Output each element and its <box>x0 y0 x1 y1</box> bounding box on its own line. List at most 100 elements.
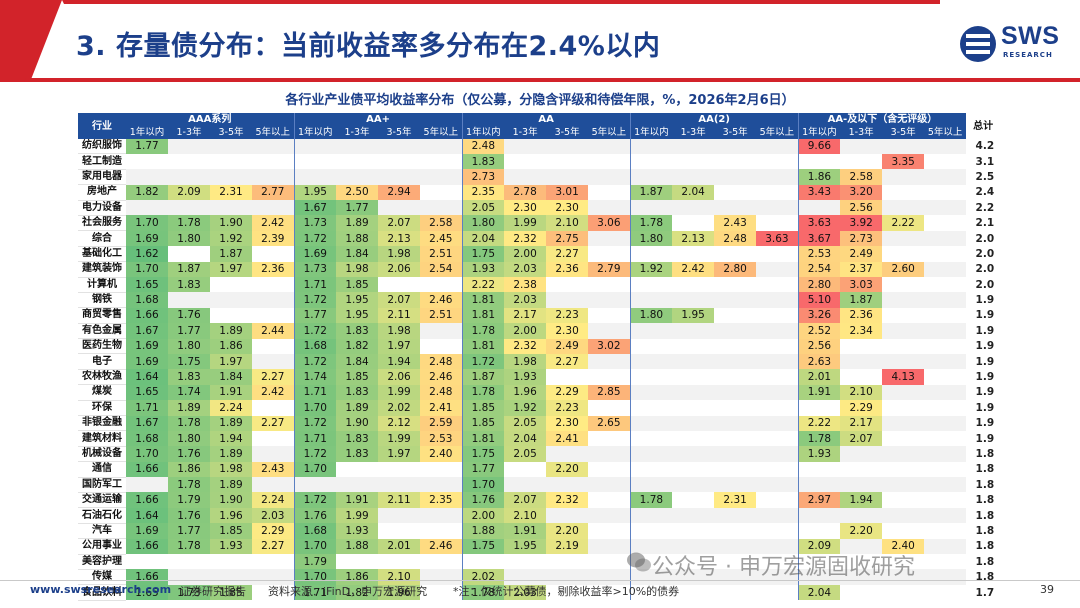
total-cell: 3.1 <box>975 155 995 168</box>
industry-name: 纺织服饰 <box>78 139 126 155</box>
term-header: 3-5年 <box>546 126 589 139</box>
yield-cell <box>714 446 757 462</box>
yield-cell <box>797 477 841 493</box>
yield-cell <box>924 246 967 262</box>
yield-cell <box>629 169 673 185</box>
yield-cell: 1.67 <box>293 200 337 216</box>
yield-cell: 1.83 <box>336 430 379 447</box>
term-header: 1-3年 <box>336 126 379 139</box>
yield-cell <box>797 461 841 478</box>
yield-cell <box>588 292 631 308</box>
yield-cell: 1.85 <box>461 415 505 431</box>
yield-cell <box>714 554 757 570</box>
table-row: 食品饮料 1.65 1.73 1.85 1.71 1.82 1.96 1.78 2.03 2.04… <box>78 584 1000 601</box>
footer-website-link[interactable]: www.swsresearch.com <box>30 583 172 596</box>
yield-cell: 1.85 <box>210 584 252 601</box>
yield-cell <box>672 554 715 570</box>
yield-cell <box>756 554 799 570</box>
yield-cell: 2.50 <box>336 184 379 201</box>
yield-cell <box>546 369 589 385</box>
yield-cell: 1.94 <box>840 492 883 508</box>
yield-cell <box>756 169 799 185</box>
yield-cell <box>924 200 967 216</box>
yield-cell <box>882 338 925 354</box>
yield-cell: 2.41 <box>420 400 463 416</box>
yield-cell: 2.07 <box>378 215 421 231</box>
yield-cell <box>882 307 925 324</box>
yield-cell <box>756 369 799 385</box>
industry-name: 农林牧渔 <box>78 369 126 386</box>
industry-header: 行业 <box>78 113 126 139</box>
yield-cell: 1.87 <box>210 246 252 262</box>
yield-cell: 1.83 <box>336 446 379 462</box>
term-header: 1年以内 <box>293 126 337 139</box>
yield-cell: 2.05 <box>504 415 547 431</box>
yield-cell: 2.01 <box>378 538 421 555</box>
yield-cell <box>420 139 463 154</box>
yield-cell <box>924 523 967 539</box>
yield-cell: 2.13 <box>378 230 421 247</box>
yield-cell <box>378 477 421 493</box>
total-cell: 2.1 <box>975 217 995 230</box>
table-row: 交通运输 1.66 1.79 1.90 2.24 1.72 1.91 2.11 2.35 1.76… <box>78 492 1000 509</box>
yield-cell: 1.94 <box>378 353 421 370</box>
yield-cell <box>588 323 631 339</box>
yield-cell <box>588 584 631 601</box>
yield-cell <box>714 353 757 370</box>
yield-cell <box>504 153 547 170</box>
yield-cell <box>588 307 631 324</box>
yield-cell: 2.60 <box>882 261 925 278</box>
yield-table: 行业 AAA系列 AA+ AA AA(2) AA-及以下（含无评级） 总计 1年以内 1-3年… <box>78 113 1001 601</box>
yield-cell: 2.77 <box>252 184 295 201</box>
yield-cell <box>546 169 589 185</box>
yield-cell: 2.17 <box>840 415 883 431</box>
yield-cell: 1.85 <box>336 277 379 293</box>
yield-cell <box>168 169 210 185</box>
industry-name: 电力设备 <box>78 200 126 216</box>
yield-cell: 1.70 <box>293 461 337 478</box>
yield-cell <box>840 353 883 370</box>
total-cell: 1.9 <box>975 324 995 337</box>
yield-cell: 1.97 <box>378 446 421 462</box>
yield-cell: 1.86 <box>168 461 210 478</box>
yield-cell <box>756 384 799 401</box>
yield-cell: 2.27 <box>252 538 295 555</box>
yield-cell: 1.73 <box>168 584 210 601</box>
yield-cell: 2.43 <box>252 461 295 478</box>
yield-cell: 2.56 <box>797 338 841 354</box>
yield-cell: 2.02 <box>378 400 421 416</box>
yield-cell: 1.80 <box>168 230 210 247</box>
yield-cell: 2.04 <box>504 430 547 447</box>
yield-cell <box>882 246 925 262</box>
yield-cell <box>504 554 547 570</box>
yield-cell <box>924 153 967 170</box>
table-row: 非银金融 1.67 1.78 1.89 2.27 1.72 1.90 2.12 2.59 1.85… <box>78 415 1000 432</box>
yield-cell: 1.86 <box>210 338 252 354</box>
total-cell: 2.0 <box>975 263 995 276</box>
yield-cell: 2.04 <box>797 584 841 601</box>
yield-cell: 2.17 <box>504 307 547 324</box>
table-title: 各行业产业债平均收益率分布（仅公募，分隐含评级和待偿年限，%，2026年2月6日… <box>285 93 795 108</box>
yield-cell <box>882 492 925 508</box>
yield-cell <box>756 153 799 170</box>
yield-cell <box>672 446 715 462</box>
yield-cell: 1.98 <box>210 461 252 478</box>
yield-cell: 1.81 <box>461 292 505 308</box>
yield-cell: 1.99 <box>378 430 421 447</box>
total-cell: 1.9 <box>975 309 995 322</box>
yield-cell <box>546 584 589 601</box>
yield-cell <box>797 507 841 524</box>
yield-cell: 1.83 <box>336 384 379 401</box>
yield-cell <box>924 569 967 585</box>
yield-cell: 1.70 <box>126 215 168 231</box>
total-cell: 1.8 <box>975 494 995 507</box>
industry-name: 通信 <box>78 461 126 478</box>
total-header: 总计 <box>966 113 1001 139</box>
yield-cell: 3.02 <box>588 338 631 354</box>
yield-cell: 2.06 <box>378 261 421 278</box>
total-cell: 2.0 <box>975 278 995 291</box>
yield-cell <box>546 507 589 524</box>
yield-cell: 1.92 <box>504 400 547 416</box>
industry-name: 商贸零售 <box>78 307 126 324</box>
yield-cell <box>546 277 589 293</box>
